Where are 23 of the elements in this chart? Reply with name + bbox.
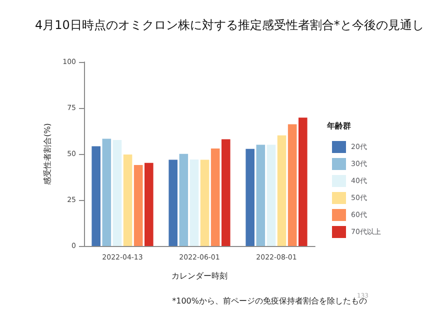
bar: [144, 162, 154, 246]
bar: [210, 148, 220, 246]
bar: [179, 154, 188, 246]
y-axis-title: 感受性者割合(%): [43, 123, 52, 185]
bar: [277, 135, 286, 246]
bar: [288, 124, 297, 246]
bar: [256, 144, 266, 246]
bar: [92, 146, 100, 246]
bar: [246, 148, 254, 246]
legend-title: 年齢群: [326, 122, 351, 130]
bar: [190, 160, 199, 246]
bar: [266, 144, 276, 246]
bar: [102, 138, 112, 246]
bar: [123, 154, 132, 246]
text: *100%から、前ページの免疫保持者割合を除したもの: [172, 296, 368, 306]
bar: [298, 118, 308, 246]
x-axis-title: カレンダー時刻: [172, 272, 228, 280]
chart-title: 4月10日時点のオミクロン株に対する推定感受性者割合*と今後の見通し: [35, 18, 424, 32]
bar: [222, 139, 230, 246]
bar: [200, 160, 210, 246]
bar: [168, 160, 178, 246]
bar: [112, 140, 122, 246]
bar: [134, 165, 143, 246]
